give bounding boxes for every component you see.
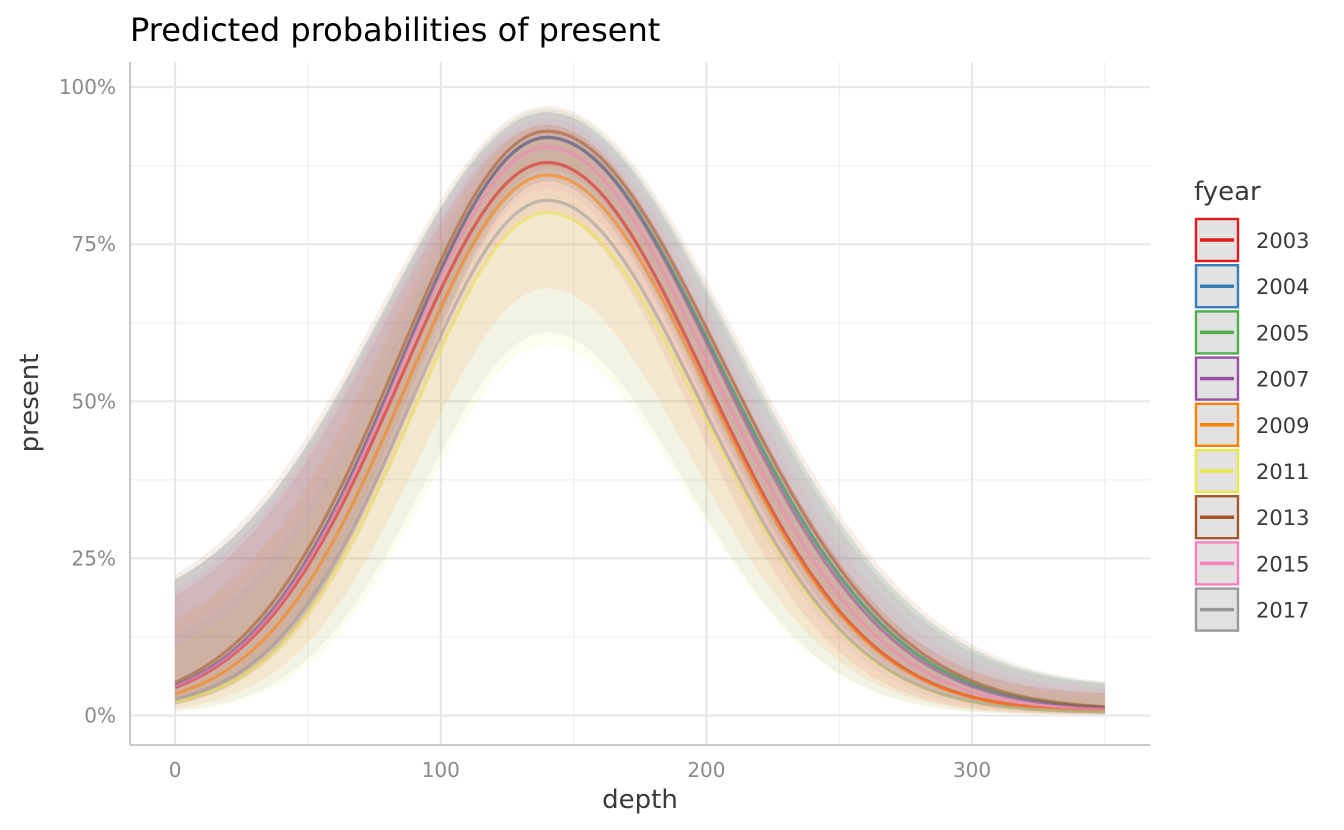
- tick-labels: 0 100 200 300 0% 25% 50% 75% 100%: [59, 75, 991, 782]
- y-tick-label: 50%: [72, 389, 116, 413]
- legend-item-2009: 2009: [1194, 402, 1309, 447]
- legend-label-2015: 2015: [1256, 552, 1309, 576]
- legend-label-2009: 2009: [1256, 414, 1309, 438]
- legend-item-2011: 2011: [1194, 448, 1309, 494]
- series-line-2013: [174, 129, 1105, 709]
- legend-label-2011: 2011: [1256, 460, 1309, 484]
- y-tick-label: 75%: [72, 232, 116, 256]
- legend-item-2004: 2004: [1194, 264, 1309, 309]
- series-line-2009: [174, 173, 1105, 713]
- legend-label-2017: 2017: [1256, 599, 1309, 623]
- legend-item-2015: 2015: [1194, 541, 1309, 586]
- series-line-2007: [174, 135, 1105, 710]
- legend-item-2007: 2007: [1194, 356, 1309, 401]
- legend-item-2003: 2003: [1194, 217, 1309, 263]
- x-tick-label: 100: [422, 758, 460, 782]
- legend-label-2007: 2007: [1256, 368, 1309, 392]
- legend-item-2005: 2005: [1194, 310, 1309, 355]
- y-tick-label: 25%: [72, 546, 116, 570]
- legend-item-2017: 2017: [1194, 587, 1309, 632]
- y-tick-label: 0%: [84, 703, 116, 727]
- y-axis-title: present: [15, 354, 45, 453]
- axes: [129, 62, 1150, 746]
- series-lines: [174, 129, 1105, 714]
- confidence-bands: [175, 106, 1105, 715]
- legend-title: fyear: [1194, 177, 1261, 207]
- x-tick-label: 0: [169, 758, 182, 782]
- chart-title: Predicted probabilities of present: [130, 11, 660, 49]
- legend-label-2003: 2003: [1256, 229, 1309, 253]
- legend-label-2004: 2004: [1256, 275, 1309, 299]
- y-tick-label: 100%: [59, 75, 116, 99]
- legend: fyear 2003 2004 2005 2007 2009 2011 2013 2015 20…: [1194, 177, 1309, 632]
- ci-band-2013: [175, 106, 1105, 714]
- series-line-2015: [174, 145, 1105, 711]
- legend-item-2013: 2013: [1194, 495, 1309, 540]
- x-axis-title: depth: [602, 785, 678, 815]
- series-line-2017: [174, 198, 1105, 714]
- x-tick-label: 200: [687, 758, 725, 782]
- legend-label-2005: 2005: [1256, 321, 1309, 345]
- grid: [130, 62, 1150, 745]
- legend-label-2013: 2013: [1256, 506, 1309, 530]
- x-tick-label: 300: [953, 758, 991, 782]
